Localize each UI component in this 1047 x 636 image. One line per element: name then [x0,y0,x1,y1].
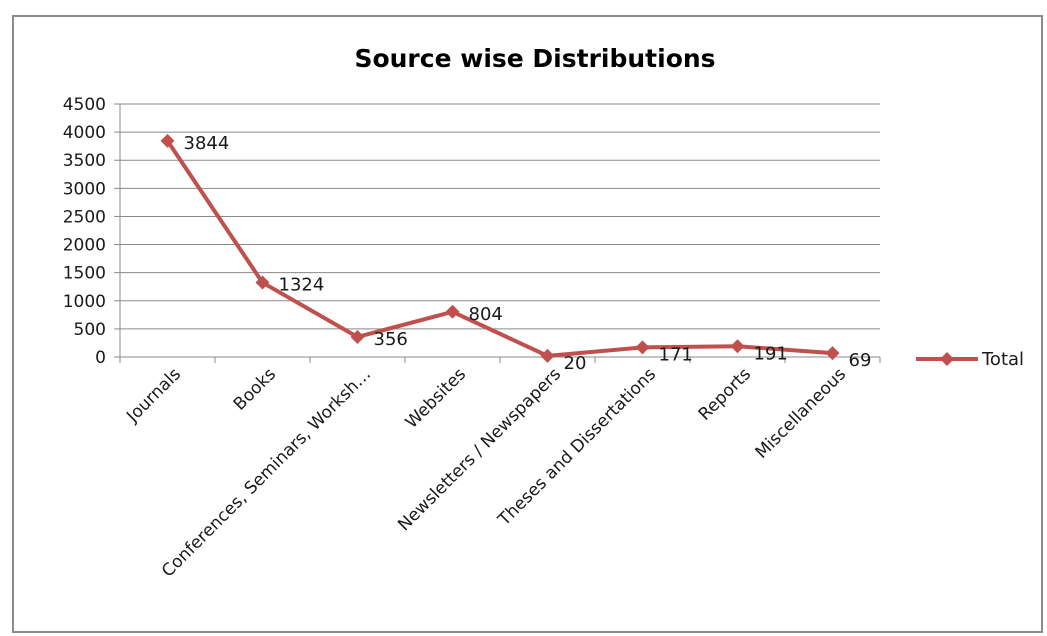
y-tick-label: 500 [74,320,106,340]
x-tick-label: Newsletters / Newspapers [394,364,565,535]
x-tick-label: Miscellaneous [752,364,851,463]
data-point [730,339,745,354]
y-tick-label: 4500 [63,95,106,115]
data-label: 804 [469,304,503,325]
y-tick-label: 2000 [63,236,106,256]
data-label: 1324 [279,275,325,296]
data-label: 191 [754,343,788,364]
data-label: 20 [564,353,587,374]
data-point [445,304,460,319]
data-label: 171 [659,344,693,365]
chart-frame [12,15,1043,633]
data-labels: 3844 1324 356 804 20 171 191 69 [184,133,872,374]
data-point [255,275,270,290]
y-tick-label: 1500 [63,264,106,284]
data-point [540,348,555,363]
legend-label: Total [981,349,1024,370]
y-tick-label: 3500 [63,151,106,171]
x-tick-label: Conferences, Seminars, Worksh… [158,364,375,581]
gridlines [120,103,880,330]
y-tick-label: 2500 [63,207,106,227]
x-tick-label: Reports [695,364,755,424]
x-tick-label: Theses and Dissertations [494,364,660,530]
data-label: 3844 [184,133,230,154]
y-tick-label: 4000 [63,123,106,143]
data-point [160,133,175,148]
data-point [350,329,365,344]
axes [114,103,881,363]
legend: Total [916,349,1024,370]
data-point [635,340,650,355]
series-line [165,139,833,358]
data-label: 69 [849,350,872,371]
y-tick-label: 1000 [63,292,106,312]
y-axis-ticks: 0 500 1000 1500 2000 2500 3000 3500 4000 4500 [63,95,106,368]
y-tick-label: 3000 [63,179,106,199]
x-tick-label: Books [230,364,280,414]
y-tick-label: 0 [95,348,106,368]
legend-marker [940,352,954,366]
data-label: 356 [374,329,408,350]
series-total [160,133,840,363]
data-point [825,346,840,361]
chart-title: Source wise Distributions [354,44,715,73]
x-tick-label: Websites [402,364,470,432]
x-tick-label: Journals [122,364,185,427]
